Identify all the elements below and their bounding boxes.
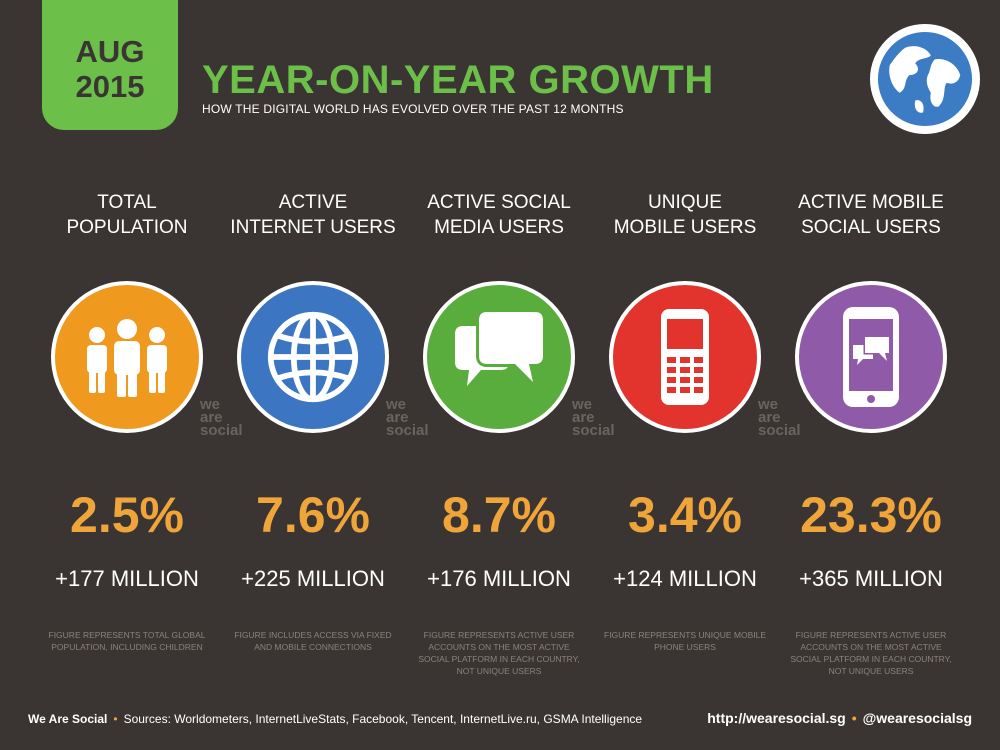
metrics-columns: TOTAL POPULATION xyxy=(34,0,966,700)
metric-icon-circle xyxy=(237,281,389,433)
people-icon xyxy=(87,319,167,397)
chat-bubbles-icon xyxy=(455,312,546,392)
metric-absolute: +124 MILLION xyxy=(613,566,757,591)
metric-title: ACTIVE MOBILE SOCIAL USERS xyxy=(798,192,944,238)
we-are-social-watermark: we are social xyxy=(200,396,243,439)
metric-title: ACTIVE SOCIAL MEDIA USERS xyxy=(427,192,571,238)
metric-percent: 3.4% xyxy=(628,487,742,543)
we-are-social-watermark: we are social xyxy=(758,396,801,439)
metric-column-social-media-users: ACTIVE SOCIAL MEDIA USERS we are social 8.… xyxy=(406,0,614,700)
smartphone-chat-icon xyxy=(843,307,899,407)
metric-percent: 2.5% xyxy=(70,487,184,543)
footer-separator: • xyxy=(113,712,118,726)
footer-handle[interactable]: @wearesocialsg xyxy=(862,710,972,726)
footer-sources-text: Sources: Worldometers, InternetLiveStats… xyxy=(123,712,643,726)
footer-separator: • xyxy=(851,710,857,726)
metric-column-total-population: TOTAL POPULATION xyxy=(34,0,243,700)
date-year: 2015 xyxy=(75,69,145,104)
globe-icon xyxy=(877,31,973,127)
metric-title: ACTIVE INTERNET USERS xyxy=(230,192,396,238)
footer-links: http://wearesocial.sg • @wearesocialsg xyxy=(707,710,972,726)
page-title: YEAR-ON-YEAR GROWTH xyxy=(202,58,714,102)
metric-absolute: +225 MILLION xyxy=(241,566,385,591)
footer-brand: We Are Social xyxy=(28,712,108,726)
metric-note: FIGURE REPRESENTS TOTAL GLOBAL POPULATIO… xyxy=(48,630,206,652)
page-subtitle: HOW THE DIGITAL WORLD HAS EVOLVED OVER T… xyxy=(202,102,624,116)
metric-column-mobile-users: UNIQUE MOBILE USERS we are social 3.4% +12… xyxy=(592,0,801,700)
we-are-social-watermark: we are social xyxy=(572,396,615,439)
footer-url[interactable]: http://wearesocial.sg xyxy=(707,710,846,726)
metric-note: FIGURE REPRESENTS ACTIVE USER ACCOUNTS O… xyxy=(418,630,580,676)
metric-note: FIGURE INCLUDES ACCESS VIA FIXED AND MOB… xyxy=(234,630,392,652)
metric-absolute: +177 MILLION xyxy=(55,566,199,591)
date-month: AUG xyxy=(75,34,145,69)
metric-note: FIGURE REPRESENTS UNIQUE MOBILE PHONE US… xyxy=(604,630,766,652)
globe-badge xyxy=(870,24,980,134)
metric-icon-circle xyxy=(795,281,947,433)
metric-icon-circle xyxy=(51,281,203,433)
metric-percent: 23.3% xyxy=(800,487,942,543)
metric-percent: 7.6% xyxy=(256,487,370,543)
metric-note: FIGURE REPRESENTS ACTIVE USER ACCOUNTS O… xyxy=(790,630,952,676)
metric-title: UNIQUE MOBILE USERS xyxy=(613,192,757,238)
metric-percent: 8.7% xyxy=(442,487,556,543)
date-badge: AUG 2015 xyxy=(42,0,178,130)
metric-title: TOTAL POPULATION xyxy=(66,192,188,238)
metric-column-mobile-social-users: ACTIVE MOBILE SOCIAL USERS 23.3% +365 MI… xyxy=(778,0,964,700)
we-are-social-watermark: we are social xyxy=(386,396,429,439)
metric-column-internet-users: ACTIVE INTERNET USERS we are social 7.6% +… xyxy=(220,0,428,700)
globe-icon xyxy=(267,311,359,403)
metric-absolute: +365 MILLION xyxy=(799,566,943,591)
mobile-phone-icon xyxy=(661,309,709,405)
metric-icon-circle xyxy=(423,281,575,433)
metric-absolute: +176 MILLION xyxy=(427,566,571,591)
metric-icon-circle xyxy=(609,281,761,433)
footer-sources: We Are Social • Sources: Worldometers, Int… xyxy=(28,712,642,726)
